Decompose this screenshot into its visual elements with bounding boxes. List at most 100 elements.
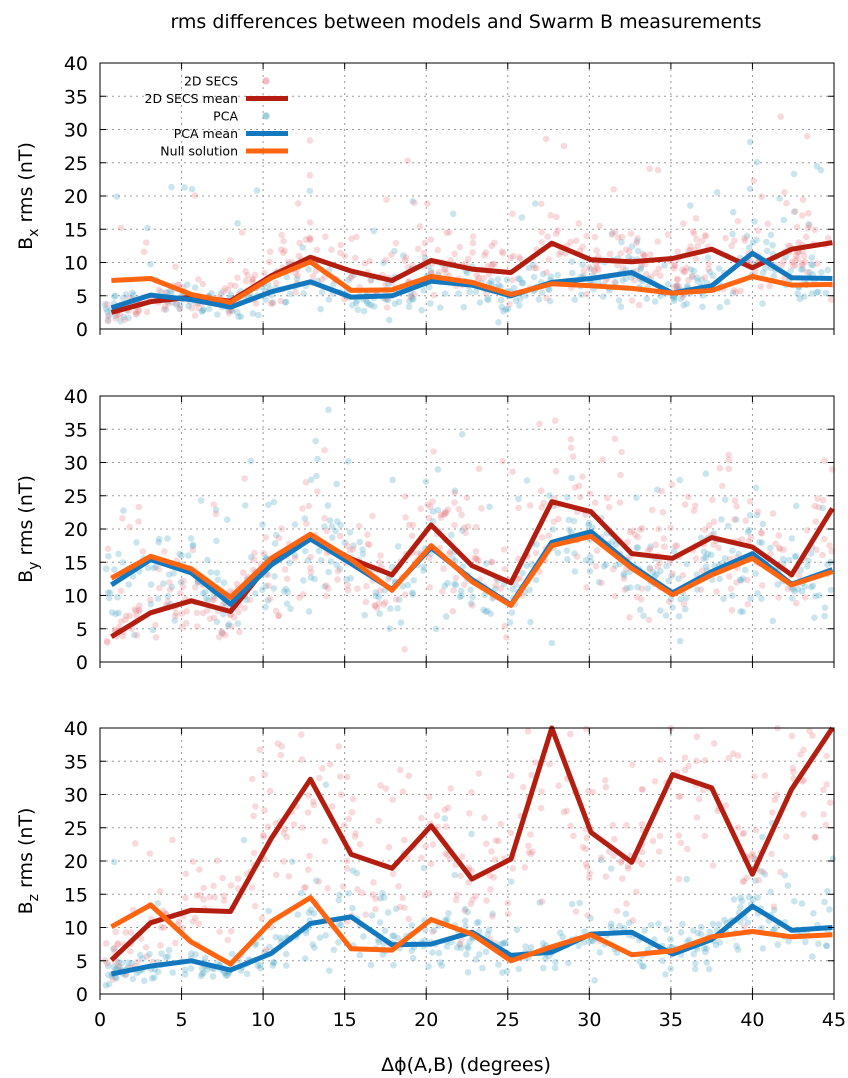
scatter-point [386,625,394,632]
scatter-point [643,295,651,303]
scatter-point [509,252,517,260]
scatter-point [639,962,646,970]
scatter-point [248,775,256,783]
scatter-point [253,187,261,194]
scatter-point [744,600,752,608]
scatter-point [305,608,313,615]
scatter-point [409,296,416,303]
scatter-point [425,890,433,897]
scatter-point [797,266,805,273]
scatter-point [106,589,114,597]
scatter-point [347,575,355,582]
scatter-point [426,584,434,591]
scatter-point [328,803,336,810]
scatter-point [673,282,680,290]
scatter-point [409,954,417,962]
scatter-point [296,239,304,247]
scatter-point [637,264,645,271]
scatter-point [563,547,571,554]
scatter-point [443,229,451,236]
scatter-point [759,945,767,952]
scatter-point [804,563,811,570]
scatter-point [172,610,180,617]
scatter-point [674,275,681,283]
scatter-point [595,266,602,274]
scatter-point [504,910,512,918]
scatter-point [504,899,512,907]
scatter-point [509,276,516,284]
scatter-point [657,607,664,614]
scatter-point [181,966,189,974]
scatter-point [104,312,112,320]
scatter-point [520,783,527,791]
scatter-point [822,289,830,297]
chart-title: rms differences between models and Swarm… [170,11,761,33]
scatter-point [410,577,418,584]
scatter-point [538,898,546,905]
scatter-point [299,244,307,251]
scatter-point [409,197,417,205]
scatter-point [625,865,632,872]
scatter-point [527,831,534,838]
x-tick-label: 10 [251,1009,275,1031]
scatter-point [443,613,450,620]
scatter-point [155,286,162,294]
scatter-point [157,942,164,949]
scatter-point [671,262,679,270]
scatter-point [637,266,644,273]
scatter-point [425,514,433,522]
scatter-point [206,893,214,901]
scatter-point [367,961,375,969]
scatter-point [177,589,184,597]
scatter-point [741,234,748,242]
scatter-point [271,540,279,547]
scatter-point [427,860,435,867]
scatter-point [771,796,779,804]
scatter-point [265,501,272,509]
x-tick-label: 15 [333,1009,357,1031]
scatter-point [679,266,686,274]
scatter-point [302,479,310,486]
scatter-point [560,142,568,150]
scatter-point [483,840,490,847]
scatter-point [324,885,332,892]
scatter-point [499,457,507,465]
x-tick-label: 25 [496,1009,520,1031]
scatter-point [158,924,165,931]
scatter-point [741,566,749,574]
scatter-point [330,946,338,954]
scatter-point [209,973,217,980]
scatter-point [295,252,303,260]
scatter-point [443,943,451,950]
scatter-point [227,281,234,289]
scatter-point [458,431,466,438]
scatter-point [430,927,438,934]
scatter-point [735,550,743,558]
scatter-point [343,773,351,781]
scatter-point [499,940,506,947]
scatter-point [501,565,509,573]
scatter-point [270,959,277,966]
scatter-point [634,247,642,255]
scatter-point [404,157,411,164]
scatter-point [635,301,643,309]
scatter-point [668,572,675,580]
scatter-point [189,542,196,550]
scatter-point [531,264,538,272]
scatter-point [676,637,684,645]
scatter-point [513,926,521,933]
scatter-point [125,959,132,967]
scatter-point [379,951,387,958]
scatter-point [536,420,543,428]
scatter-point [184,281,191,289]
scatter-point [126,612,134,620]
scatter-point [583,290,590,298]
scatter-point [463,269,471,277]
scatter-point [147,600,155,608]
scatter-point [699,786,707,794]
scatter-point [179,583,187,591]
scatter-point [104,589,112,596]
scatter-point [306,219,314,226]
scatter-point [486,872,494,879]
scatter-point [730,750,737,758]
